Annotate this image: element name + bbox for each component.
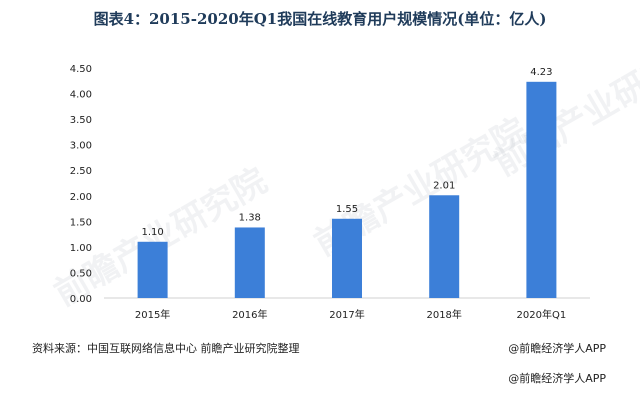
data-label: 4.23	[530, 67, 552, 78]
y-tick-label: 3.50	[70, 115, 92, 126]
bar-chart: 0.00 0.50 1.00 1.50 2.00 2.50 3.00 3.50 4.00 4.50…	[70, 64, 590, 321]
y-tick-label: 1.50	[70, 217, 92, 228]
chart-area: 0.00 0.50 1.00 1.50 2.00 2.50 3.00 3.50 4.00 4.50…	[0, 40, 640, 340]
bar	[526, 81, 557, 298]
y-tick-label: 2.50	[70, 166, 92, 177]
brand-credit-bottom: @前瞻经济学人APP	[508, 372, 606, 385]
data-label: 1.55	[336, 204, 358, 215]
y-tick-label: 3.00	[70, 141, 92, 152]
y-tick-label: 0.50	[70, 268, 92, 279]
x-tick-label: 2015年	[135, 308, 170, 321]
y-tick-label: 2.00	[70, 192, 92, 203]
y-tick-label: 4.50	[70, 64, 92, 75]
y-tick-label: 1.00	[70, 243, 92, 254]
data-label: 1.10	[141, 227, 163, 238]
chart-title: 图表4：2015-2020年Q1我国在线教育用户规模情况(单位：亿人)	[93, 10, 547, 28]
y-tick-label: 0.00	[70, 294, 92, 305]
bar	[429, 195, 460, 298]
data-label: 2.01	[433, 180, 455, 191]
x-tick-label: 2020年Q1	[517, 308, 567, 321]
x-tick-label: 2016年	[232, 308, 267, 321]
bar	[137, 241, 168, 298]
x-tick-label: 2017年	[329, 308, 364, 321]
bar	[234, 227, 265, 298]
y-tick-label: 4.00	[70, 90, 92, 101]
source-note: 资料来源：中国互联网络信息中心 前瞻产业研究院整理	[32, 342, 300, 355]
bar	[332, 218, 362, 298]
brand-credit: @前瞻经济学人APP	[508, 342, 606, 355]
data-label: 1.38	[239, 212, 261, 223]
x-tick-label: 2018年	[426, 308, 461, 321]
